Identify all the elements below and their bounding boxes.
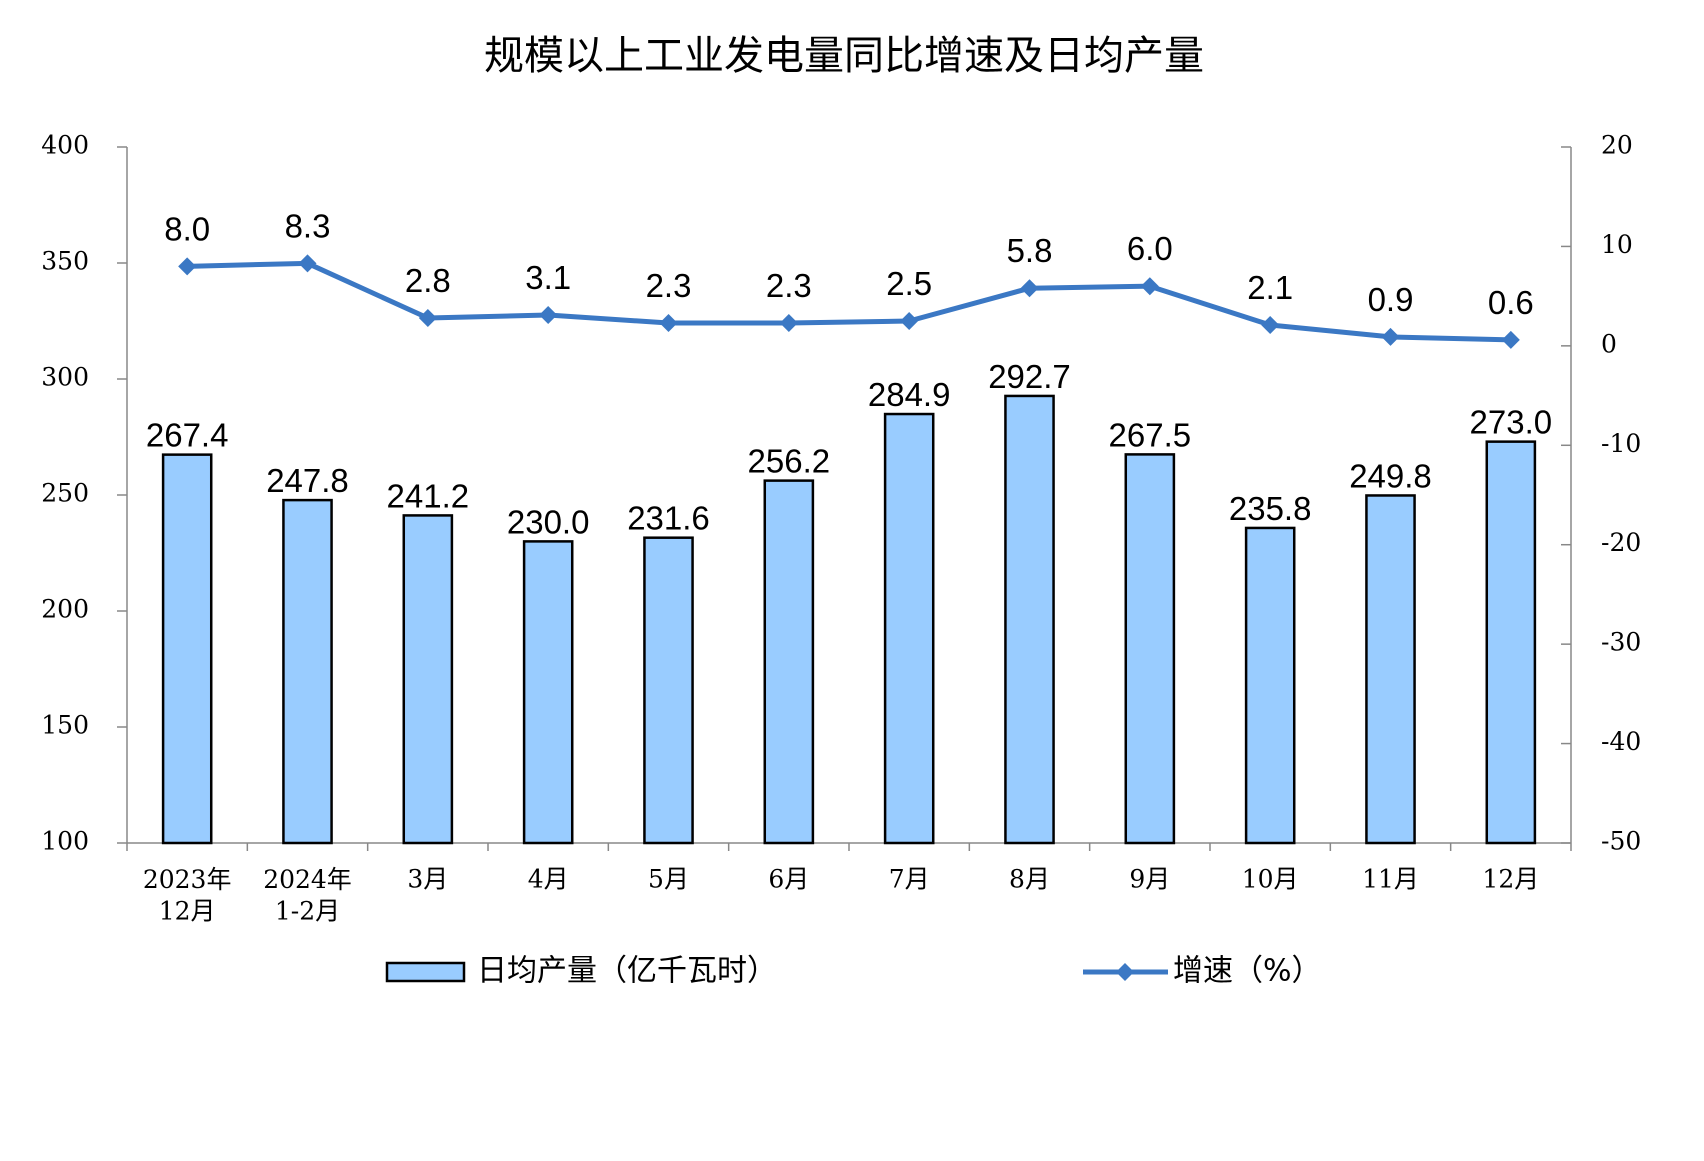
bar-value-label: 267.5 bbox=[1109, 416, 1192, 453]
y2-tick-label: 0 bbox=[1601, 329, 1617, 358]
bar bbox=[522, 540, 574, 845]
bar-value-label: 256.2 bbox=[748, 443, 831, 480]
line-marker bbox=[1501, 330, 1520, 349]
x-tick-label: 2023年 12月 bbox=[143, 865, 232, 925]
legend-marker bbox=[1116, 963, 1134, 981]
y-tick-label: 100 bbox=[41, 827, 89, 856]
x-tick-label: 2024年 1-2月 bbox=[263, 865, 352, 925]
x-tick-label: 9月 bbox=[1129, 865, 1170, 894]
line-marker bbox=[1381, 327, 1400, 346]
y-tick-label: 400 bbox=[41, 131, 89, 160]
line-marker bbox=[178, 257, 197, 276]
bar bbox=[1124, 453, 1176, 845]
y2-tick-label: -50 bbox=[1601, 827, 1641, 856]
line-marker bbox=[900, 312, 919, 330]
line-marker bbox=[1261, 315, 1280, 334]
legend-label: 增速（%） bbox=[1173, 954, 1322, 989]
bar-value-label: 267.4 bbox=[146, 417, 229, 454]
y-tick-label: 350 bbox=[41, 247, 89, 276]
y2-tick-label: 10 bbox=[1601, 230, 1633, 259]
line-value-label: 2.3 bbox=[766, 267, 812, 304]
line-value-label: 5.8 bbox=[1007, 232, 1053, 269]
line-marker bbox=[659, 313, 678, 332]
line-marker bbox=[418, 309, 437, 328]
x-tick-label: 7月 bbox=[889, 865, 930, 894]
bar-value-label: 284.9 bbox=[868, 376, 951, 413]
bar bbox=[763, 479, 815, 845]
x-tick-label: 3月 bbox=[407, 865, 448, 894]
bar bbox=[1365, 494, 1416, 845]
y2-tick-label: -20 bbox=[1601, 528, 1641, 557]
line-value-label: 2.3 bbox=[646, 267, 692, 304]
x-tick-label: 10月 bbox=[1242, 865, 1299, 894]
x-tick-label: 5月 bbox=[648, 865, 689, 894]
bar bbox=[883, 412, 935, 845]
bar bbox=[643, 536, 694, 845]
y-tick-label: 300 bbox=[41, 363, 89, 392]
line-value-label: 2.1 bbox=[1247, 269, 1293, 306]
bar-value-label: 231.6 bbox=[627, 500, 710, 537]
y2-tick-label: -30 bbox=[1601, 628, 1641, 657]
line-value-label: 2.8 bbox=[405, 262, 451, 299]
line-value-label: 6.0 bbox=[1127, 230, 1173, 267]
y-tick-label: 150 bbox=[41, 711, 89, 740]
legend-label: 日均产量（亿千瓦时） bbox=[477, 954, 777, 989]
bar bbox=[1004, 394, 1055, 845]
line-value-label: 0.6 bbox=[1488, 284, 1534, 321]
line-marker bbox=[779, 313, 798, 332]
bar bbox=[161, 453, 213, 845]
y-tick-label: 200 bbox=[41, 595, 89, 624]
bar-value-label: 249.8 bbox=[1349, 457, 1432, 494]
line-value-label: 2.5 bbox=[886, 265, 932, 302]
bar bbox=[402, 514, 454, 845]
bar-value-label: 235.8 bbox=[1229, 490, 1312, 527]
chart-title: 规模以上工业发电量同比增速及日均产量 bbox=[484, 33, 1204, 79]
y2-tick-label: -10 bbox=[1601, 429, 1641, 458]
y2-tick-label: 20 bbox=[1601, 131, 1633, 160]
bar-value-label: 241.2 bbox=[387, 477, 470, 514]
line bbox=[187, 260, 1511, 343]
legend-swatch bbox=[385, 961, 466, 983]
x-tick-label: 8月 bbox=[1009, 865, 1050, 894]
line-marker bbox=[298, 254, 317, 273]
bar-value-label: 230.0 bbox=[507, 503, 590, 540]
bar-value-label: 247.8 bbox=[266, 462, 349, 499]
line-marker bbox=[539, 306, 558, 325]
x-tick-label: 11月 bbox=[1362, 865, 1419, 894]
x-tick-label: 12月 bbox=[1482, 865, 1539, 894]
line-value-label: 8.3 bbox=[285, 207, 331, 244]
line-value-label: 0.9 bbox=[1368, 281, 1414, 318]
y2-tick-label: -40 bbox=[1601, 727, 1641, 756]
bar-value-label: 292.7 bbox=[988, 358, 1071, 395]
bar bbox=[282, 498, 333, 845]
bar bbox=[1244, 526, 1296, 845]
y-tick-label: 250 bbox=[41, 479, 89, 508]
x-tick-label: 6月 bbox=[768, 865, 809, 894]
line-value-label: 8.0 bbox=[164, 210, 210, 247]
x-tick-label: 4月 bbox=[528, 865, 569, 894]
line-marker bbox=[1140, 277, 1159, 296]
bar bbox=[1485, 440, 1537, 845]
line-marker bbox=[1020, 279, 1039, 298]
bar-value-label: 273.0 bbox=[1470, 404, 1553, 441]
line-value-label: 3.1 bbox=[525, 259, 571, 296]
